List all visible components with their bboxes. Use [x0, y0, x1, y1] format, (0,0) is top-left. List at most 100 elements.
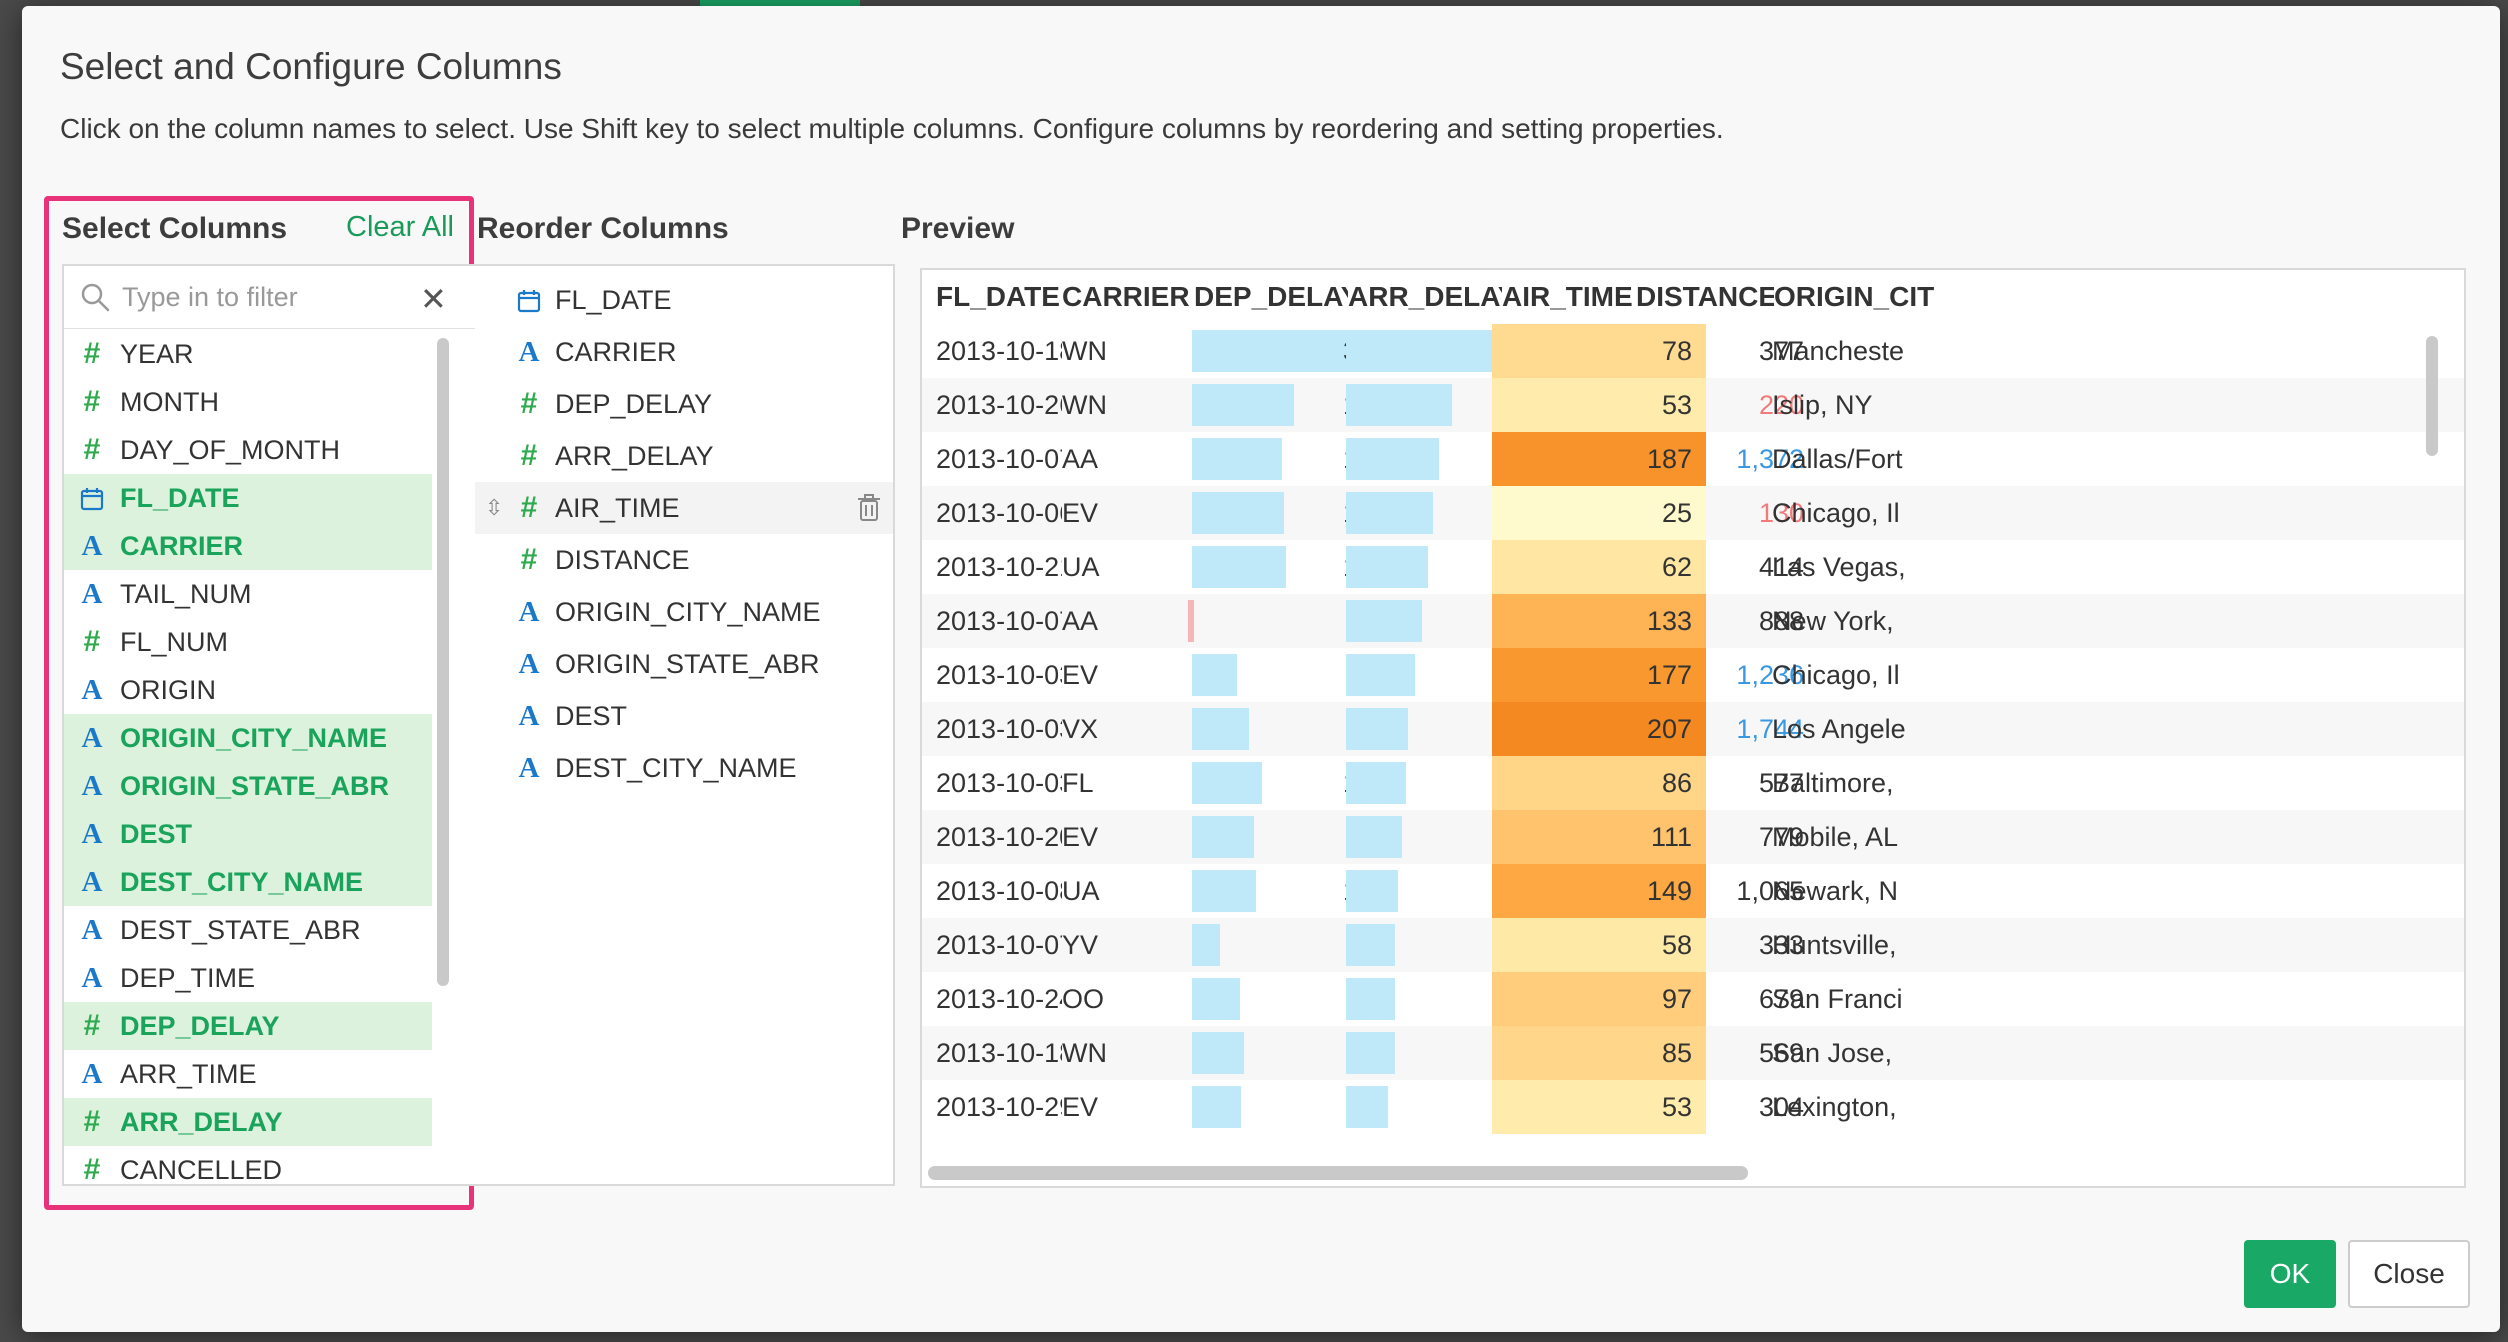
drag-handle-icon[interactable]: ⇳: [485, 495, 504, 520]
column-option[interactable]: # MONTH: [64, 378, 432, 426]
table-row[interactable]: 2013-10-29EV776553304Lexington,: [922, 1080, 2464, 1134]
column-option[interactable]: A DEST_CITY_NAME: [64, 858, 432, 906]
table-row[interactable]: 2013-10-24OO747697679San Franci: [922, 972, 2464, 1026]
reorder-item-label: ARR_DELAY: [555, 441, 714, 471]
column-option[interactable]: A ORIGIN_STATE_ABR: [64, 762, 432, 810]
delay-bar: [1192, 924, 1220, 966]
carrier-cell-value: EV: [1062, 1092, 1099, 1122]
fl-date-cell-value: 2013-10-20: [936, 822, 1062, 852]
table-row[interactable]: 2013-10-18WN30530578377Mancheste: [922, 324, 2464, 378]
reorder-item[interactable]: A DEST: [475, 690, 893, 742]
column-option[interactable]: A DEST_STATE_ABR: [64, 906, 432, 954]
preview-column-header[interactable]: ARR_DELAY: [1348, 270, 1502, 324]
air-time-heat-cell: [1492, 702, 1706, 756]
carrier-cell: YV: [1062, 918, 1194, 972]
column-option-label: ORIGIN_STATE_ABR: [120, 771, 390, 801]
reorder-item[interactable]: # DEP_DELAY: [475, 378, 893, 430]
column-option[interactable]: A DEST: [64, 810, 432, 858]
reorder-item[interactable]: ⇳ # AIR_TIME: [475, 482, 893, 534]
distance-cell: 577: [1640, 756, 1804, 810]
delay-bar: [1346, 546, 1428, 588]
column-option[interactable]: A CARRIER: [64, 522, 432, 570]
column-option[interactable]: # YEAR: [64, 330, 432, 378]
preview-column-header[interactable]: CARRIER: [1062, 270, 1194, 324]
column-option-label: DAY_OF_MONTH: [120, 435, 341, 465]
delay-bar: [1346, 870, 1398, 912]
table-row[interactable]: 2013-10-21UA14612762414Las Vegas,: [922, 540, 2464, 594]
distance-cell: 333: [1640, 918, 1804, 972]
column-option[interactable]: A TAIL_NUM: [64, 570, 432, 618]
column-option[interactable]: # FL_NUM: [64, 618, 432, 666]
column-list-scroll-thumb[interactable]: [437, 338, 449, 986]
air-time-heat-cell: [1492, 378, 1706, 432]
air-time-heat-cell: [1492, 1080, 1706, 1134]
preview-column-header[interactable]: FL_DATE: [936, 270, 1062, 324]
table-row[interactable]: 2013-10-18WN817685569San Jose,: [922, 1026, 2464, 1080]
preview-column-header[interactable]: DEP_DELAY: [1194, 270, 1348, 324]
preview-horizontal-scrollbar[interactable]: [928, 1166, 1748, 1180]
column-option[interactable]: # CANCELLED: [64, 1146, 432, 1184]
origin-city-cell-value: San Jose,: [1772, 1038, 1893, 1068]
table-row[interactable]: 2013-10-20EV9687111779Mobile, AL: [922, 810, 2464, 864]
fl-date-cell: 2013-10-08: [936, 864, 1062, 918]
fl-date-cell-value: 2013-10-24: [936, 984, 1062, 1014]
string-type-icon: A: [81, 1058, 103, 1090]
table-row[interactable]: 2013-10-03FL1099486577Baltimore,: [922, 756, 2464, 810]
preview-column-header[interactable]: ORIGIN_CIT: [1774, 270, 1954, 324]
table-row[interactable]: 2013-10-07YV437758333Huntsville,: [922, 918, 2464, 972]
table-row[interactable]: 2013-10-26WN15916553220Islip, NY: [922, 378, 2464, 432]
string-type-icon: A: [81, 962, 103, 994]
carrier-cell: EV: [1062, 810, 1194, 864]
carrier-cell-value: EV: [1062, 498, 1099, 528]
clear-filter-icon[interactable]: ✕: [420, 281, 447, 317]
ok-button[interactable]: OK: [2244, 1240, 2336, 1308]
number-type-icon: #: [520, 543, 538, 576]
carrier-cell-value: UA: [1062, 876, 1100, 906]
reorder-item[interactable]: A ORIGIN_STATE_ABR: [475, 638, 893, 690]
close-button[interactable]: Close: [2348, 1240, 2470, 1308]
preview-vertical-scrollbar[interactable]: [2426, 336, 2438, 456]
distance-cell-value: 130: [1758, 498, 1804, 528]
fl-date-cell-value: 2013-10-18: [936, 336, 1062, 366]
reorder-item[interactable]: # ARR_DELAY: [475, 430, 893, 482]
reorder-item[interactable]: A CARRIER: [475, 326, 893, 378]
column-option[interactable]: # DAY_OF_MONTH: [64, 426, 432, 474]
column-option[interactable]: A ORIGIN: [64, 666, 432, 714]
carrier-cell-value: WN: [1062, 336, 1107, 366]
carrier-cell: WN: [1062, 1026, 1194, 1080]
preview-column-header[interactable]: AIR_TIME: [1502, 270, 1636, 324]
column-option[interactable]: A ORIGIN_CITY_NAME: [64, 714, 432, 762]
reorder-item[interactable]: A DEST_CITY_NAME: [475, 742, 893, 794]
reorder-item[interactable]: A ORIGIN_CITY_NAME: [475, 586, 893, 638]
carrier-cell: UA: [1062, 540, 1194, 594]
reorder-item[interactable]: FL_DATE: [475, 274, 893, 326]
column-option[interactable]: A DEP_TIME: [64, 954, 432, 1002]
origin-city-cell: Los Angele: [1772, 702, 1930, 756]
preview-column-header[interactable]: DISTANCE: [1636, 270, 1774, 324]
reorder-columns-list: FL_DATE A CARRIER # DEP_DELAY # ARR_DELAY ⇳ # AIR…: [475, 264, 895, 1186]
air-time-cell-value: 85: [1661, 1038, 1692, 1068]
column-option[interactable]: # DEP_DELAY: [64, 1002, 432, 1050]
air-time-cell: 207: [1492, 702, 1692, 756]
carrier-cell-value: VX: [1062, 714, 1099, 744]
column-option[interactable]: A ARR_TIME: [64, 1050, 432, 1098]
air-time-heat-cell: [1492, 648, 1706, 702]
table-row[interactable]: 2013-10-06EV14313525130Chicago, Il: [922, 486, 2464, 540]
delay-bar: [1192, 654, 1237, 696]
trash-icon[interactable]: [857, 494, 881, 522]
clear-all-link[interactable]: Clear All: [346, 211, 454, 243]
distance-cell-value: 569: [1758, 1038, 1804, 1068]
filter-input[interactable]: [120, 278, 424, 316]
column-option[interactable]: FL_DATE: [64, 474, 432, 522]
select-columns-list: ✕ # YEAR # MONTH # DAY_OF_MONTH FL_DATE A CARRIE…: [62, 264, 485, 1186]
delay-bar: [1346, 978, 1395, 1020]
reorder-item[interactable]: # DISTANCE: [475, 534, 893, 586]
carrier-cell-value: OO: [1062, 984, 1105, 1014]
column-option[interactable]: # ARR_DELAY: [64, 1098, 432, 1146]
number-type-icon: #: [83, 625, 101, 658]
